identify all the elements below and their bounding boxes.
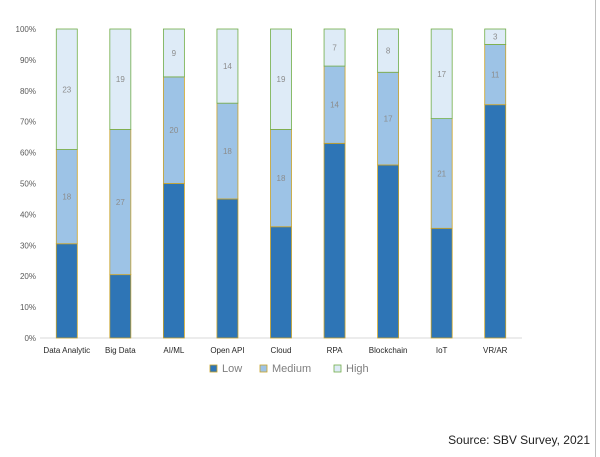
x-tick-label: Blockchain [369, 346, 408, 355]
y-tick-label: 30% [20, 241, 36, 250]
data-label: 17 [437, 70, 446, 79]
x-tick-label: Data Analytic [43, 346, 90, 355]
data-label: 21 [437, 169, 446, 178]
data-label: 9 [172, 49, 177, 58]
legend-label-low: Low [222, 363, 242, 375]
page-edge-divider [595, 0, 596, 457]
data-label: 18 [277, 174, 286, 183]
y-tick-label: 0% [24, 334, 36, 343]
bar-segment-low [162, 183, 185, 339]
y-tick-label: 90% [20, 56, 36, 65]
bar-segment-low [55, 243, 78, 339]
bar-segment-high [162, 28, 185, 78]
y-tick-label: 60% [20, 149, 36, 158]
data-label: 20 [169, 126, 178, 135]
data-label: 14 [330, 101, 339, 110]
data-label: 14 [223, 62, 232, 71]
bar-segment-high [377, 28, 400, 73]
x-tick-label: VR/AR [483, 346, 508, 355]
data-label: 27 [116, 198, 125, 207]
x-tick-label: Open API [210, 346, 244, 355]
y-tick-label: 80% [20, 87, 36, 96]
data-label: 7 [332, 44, 337, 53]
legend-swatch-high [333, 364, 342, 373]
x-tick-label: RPA [327, 346, 344, 355]
legend-label-high: High [346, 363, 369, 375]
bar-segment-high [430, 28, 453, 120]
bar-segment-low [377, 164, 400, 339]
legend-swatch-medium [259, 364, 268, 373]
data-label: 18 [62, 193, 71, 202]
legend-swatch-low [209, 364, 218, 373]
bar-segment-low [323, 142, 346, 339]
x-tick-label: IoT [436, 346, 448, 355]
x-tick-label: Big Data [105, 346, 136, 355]
data-label: 19 [116, 75, 125, 84]
data-label: 8 [386, 47, 391, 56]
legend-label-medium: Medium [272, 363, 311, 375]
x-tick-label: AI/ML [163, 346, 184, 355]
y-tick-label: 70% [20, 118, 36, 127]
data-label: 23 [62, 85, 71, 94]
data-label: 19 [277, 75, 286, 84]
data-label: 3 [493, 33, 498, 42]
data-label: 18 [223, 147, 232, 156]
bar-segment-low [484, 104, 507, 339]
bar-segment-high [270, 28, 292, 130]
source-note: Source: SBV Survey, 2021 [448, 433, 590, 447]
bar-segment-high [484, 28, 507, 45]
y-tick-label: 20% [20, 272, 36, 281]
bar-segment-low [270, 226, 292, 339]
bar-segment-high [323, 28, 346, 67]
bar-segment-high [109, 28, 132, 130]
bar-segment-low [216, 198, 239, 339]
bar-segment-high [216, 28, 239, 104]
y-tick-label: 100% [16, 25, 36, 34]
y-tick-label: 10% [20, 303, 36, 312]
data-label: 17 [384, 115, 393, 124]
bar-segment-high [55, 28, 78, 150]
x-tick-label: Cloud [271, 346, 292, 355]
y-tick-label: 40% [20, 210, 36, 219]
bar-segment-low [109, 274, 132, 339]
bar-segment-low [430, 227, 453, 339]
y-tick-label: 50% [20, 180, 36, 189]
data-label: 11 [491, 71, 500, 80]
